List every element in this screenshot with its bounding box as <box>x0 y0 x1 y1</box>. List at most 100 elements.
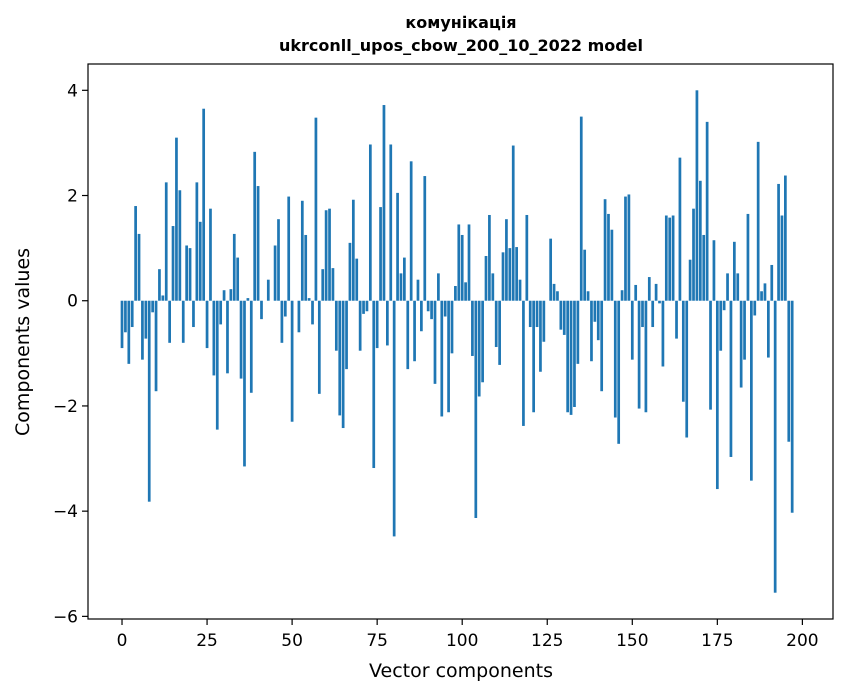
y-axis-ticks: 4 2 0 −2 −4 −6 <box>53 81 88 627</box>
bar-52 <box>297 300 301 333</box>
bars-group <box>120 90 794 593</box>
bar-13 <box>164 182 168 301</box>
bar-94 <box>440 300 444 417</box>
bar-185 <box>750 300 753 481</box>
bar-170 <box>698 180 702 301</box>
x-tick-label: 175 <box>701 631 733 651</box>
bar-11 <box>158 269 161 301</box>
bar-2 <box>127 300 131 364</box>
bar-95 <box>443 300 447 317</box>
y-tick-label: −2 <box>53 397 78 417</box>
bar-15 <box>171 226 175 301</box>
y-tick-label: 4 <box>67 81 78 101</box>
bar-105 <box>477 300 481 397</box>
bar-8 <box>147 300 151 502</box>
x-tick-label: 200 <box>786 631 818 651</box>
bar-85 <box>409 161 413 301</box>
bar-144 <box>610 229 614 301</box>
bar-81 <box>396 192 399 301</box>
bar-183 <box>743 300 746 360</box>
bar-61 <box>328 208 331 301</box>
bar-100 <box>460 234 464 301</box>
bar-5 <box>137 233 141 301</box>
plot-frame <box>87 63 834 620</box>
bar-86 <box>413 300 416 362</box>
bar-132 <box>569 300 573 415</box>
bar-84 <box>406 300 410 370</box>
bar-48 <box>283 300 287 317</box>
bar-107 <box>484 256 488 301</box>
bar-92 <box>433 300 437 384</box>
bar-76 <box>379 207 382 301</box>
bar-62 <box>331 268 335 301</box>
bar-39 <box>253 151 257 301</box>
bar-157 <box>654 283 658 301</box>
x-tick-label: 75 <box>366 631 388 651</box>
bar-156 <box>651 300 655 328</box>
bar-96 <box>447 300 450 413</box>
bar-26 <box>209 208 212 301</box>
bar-197 <box>790 300 794 513</box>
bar-186 <box>753 300 757 316</box>
bar-117 <box>518 279 522 301</box>
bar-155 <box>647 277 651 301</box>
bar-66 <box>345 300 348 370</box>
bar-131 <box>566 300 570 413</box>
bar-97 <box>450 300 454 354</box>
x-tick-label: 50 <box>281 631 303 651</box>
bar-195 <box>784 175 787 301</box>
bar-72 <box>365 300 369 312</box>
bar-40 <box>256 186 260 301</box>
bar-14 <box>168 300 171 343</box>
bar-20 <box>188 248 192 301</box>
bar-134 <box>576 300 580 364</box>
bar-127 <box>552 283 556 301</box>
bar-21 <box>192 300 195 328</box>
bar-112 <box>501 252 505 301</box>
bar-12 <box>161 295 165 301</box>
bar-93 <box>437 273 440 301</box>
bar-194 <box>780 215 784 301</box>
bar-110 <box>494 300 498 348</box>
y-tick-label: −6 <box>53 607 78 627</box>
bar-32 <box>229 289 233 301</box>
bar-83 <box>403 257 406 301</box>
y-axis-label: Components values <box>12 248 34 436</box>
bar-106 <box>481 300 484 383</box>
bar-162 <box>671 215 675 301</box>
bar-28 <box>215 300 219 430</box>
x-tick-label: 25 <box>196 631 218 651</box>
bar-71 <box>362 300 365 314</box>
bar-115 <box>511 145 515 301</box>
bar-121 <box>532 300 535 413</box>
bar-98 <box>454 286 457 301</box>
bar-10 <box>154 300 158 392</box>
bar-178 <box>726 273 729 301</box>
bar-50 <box>290 300 294 422</box>
bar-150 <box>630 300 634 360</box>
bar-43 <box>266 279 270 301</box>
bar-53 <box>300 200 304 301</box>
bar-22 <box>195 182 199 301</box>
bar-122 <box>535 300 539 328</box>
bar-176 <box>719 300 723 351</box>
bar-41 <box>260 300 263 320</box>
y-tick-label: 2 <box>67 187 78 207</box>
bar-102 <box>467 224 471 301</box>
bar-74 <box>372 300 376 469</box>
bar-0 <box>120 300 124 349</box>
bar-153 <box>641 300 644 328</box>
bar-189 <box>763 283 767 301</box>
x-tick-label: 150 <box>616 631 648 651</box>
bar-49 <box>287 196 291 301</box>
bar-58 <box>317 300 321 394</box>
bar-80 <box>392 300 396 537</box>
bar-82 <box>399 273 403 301</box>
bar-108 <box>488 214 491 301</box>
bar-137 <box>586 291 590 301</box>
bar-36 <box>243 300 246 467</box>
bar-55 <box>307 298 311 301</box>
bar-172 <box>705 121 709 301</box>
bar-24 <box>202 108 206 301</box>
bar-171 <box>702 234 706 301</box>
